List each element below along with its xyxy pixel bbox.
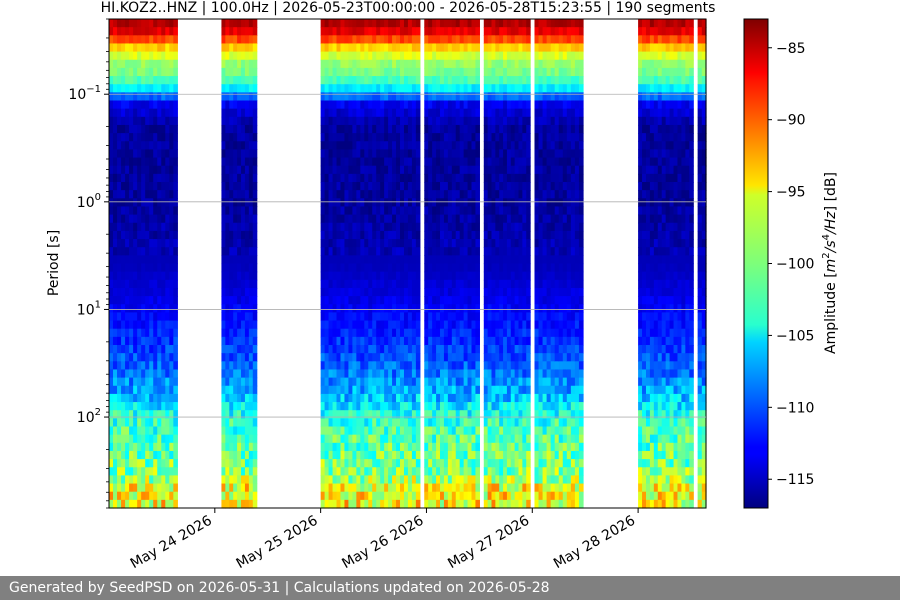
x-tick-label: May 25 2026 xyxy=(234,513,321,573)
colorbar-tick-label: −95 xyxy=(776,185,806,201)
y-axis: 10−1 100 101 102 xyxy=(68,18,706,509)
y-axis-label: Period [s] xyxy=(46,230,62,296)
colorbar-tick-label: −115 xyxy=(776,472,814,488)
data-segment xyxy=(109,19,178,509)
data-segment xyxy=(534,19,584,509)
plot-area xyxy=(108,18,707,509)
y-tick-label: 10−1 xyxy=(68,84,101,103)
psd-chart: HI.KOZ2..HNZ | 100.0Hz | 2026-05-23T00:0… xyxy=(46,0,839,573)
y-tick-label: 102 xyxy=(77,407,101,426)
plot-frame xyxy=(108,18,707,509)
x-tick-label: May 24 2026 xyxy=(128,513,215,573)
data-segment xyxy=(697,19,707,509)
colorbar-tick-label: −100 xyxy=(776,257,814,273)
data-segment xyxy=(424,19,480,509)
y-tick-label: 100 xyxy=(77,192,101,211)
y-tick-label: 101 xyxy=(77,299,101,318)
colorbar-tick-label: −110 xyxy=(776,400,814,416)
x-tick-label: May 27 2026 xyxy=(445,513,532,573)
colorbar: −115 −110 −105 −100 −95 −90 −85 xyxy=(743,18,814,509)
data-segment xyxy=(638,19,694,509)
footer: Generated by SeedPSD on 2026-05-31 | Cal… xyxy=(0,576,900,600)
colorbar-label: Amplitude [m2/s4/Hz] [dB] xyxy=(821,172,839,354)
colorbar-tick-label: −105 xyxy=(776,328,814,344)
x-axis: May 24 2026 May 25 2026 May 26 2026 May 27 … xyxy=(128,508,639,573)
data-segment xyxy=(483,19,531,509)
colorbar-tick-label: −90 xyxy=(776,113,806,129)
data-segment xyxy=(320,19,421,509)
colorbar-gradient xyxy=(743,18,769,509)
colorbar-tick-label: −85 xyxy=(776,41,806,57)
data-segment xyxy=(221,19,258,509)
x-tick-label: May 28 2026 xyxy=(551,513,638,573)
x-tick-label: May 26 2026 xyxy=(339,513,426,573)
chart-title: HI.KOZ2..HNZ | 100.0Hz | 2026-05-23T00:0… xyxy=(101,0,716,16)
